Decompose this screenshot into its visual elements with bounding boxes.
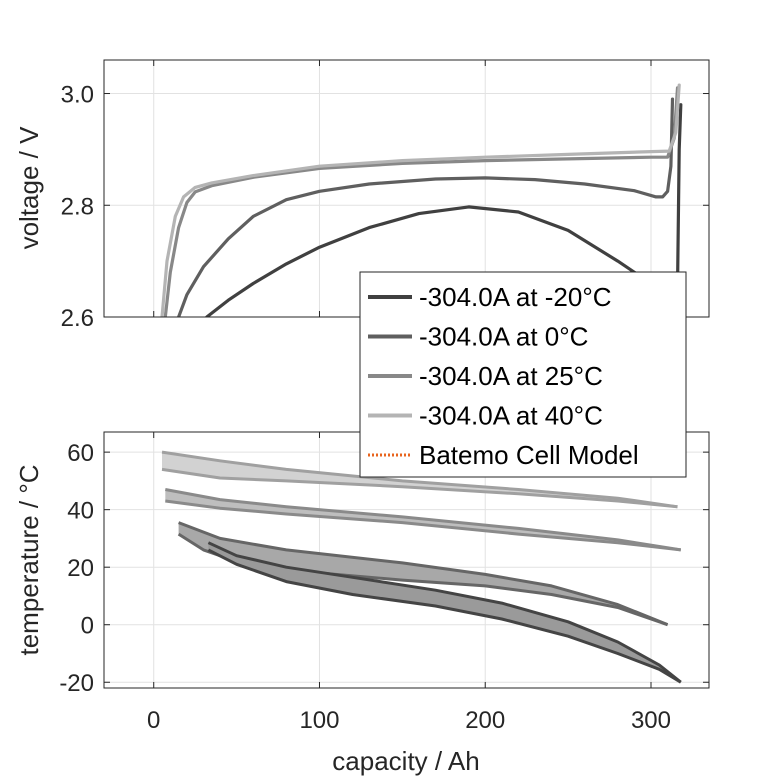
- temperature-upper-line-series-2: [178, 521, 669, 627]
- temperature-xtick-label: 100: [299, 707, 339, 734]
- temperature-lower-line-series-3: [207, 548, 682, 684]
- temperature-ytick-label: 20: [67, 555, 94, 582]
- voltage-line-series-2: [163, 86, 680, 317]
- legend-label-1: -304.0A at 0°C: [419, 322, 588, 352]
- temperature-series-group: [161, 450, 682, 684]
- temperature-xtick-label: 0: [147, 707, 160, 734]
- voltage-ytick-label: 2.6: [61, 305, 94, 332]
- legend-entries: -304.0A at -20°C -304.0A at 0°C -304.0A at…: [368, 282, 639, 470]
- temperature-lower-line-series-0: [161, 467, 678, 509]
- legend-label-0: -304.0A at -20°C: [419, 282, 612, 312]
- temperature-axis-label: temperature / °C: [14, 464, 44, 655]
- voltage-ytick-label: 3.0: [61, 82, 94, 109]
- voltage-axis-label: voltage / V: [14, 126, 44, 250]
- voltage-ytick-label: 2.8: [61, 193, 94, 220]
- voltage-line-series-3: [160, 83, 681, 317]
- legend: -304.0A at -20°C -304.0A at 0°C -304.0A at…: [359, 271, 687, 478]
- legend-label-4: Batemo Cell Model: [419, 440, 639, 470]
- temperature-ytick-label: 40: [67, 498, 94, 525]
- temperature-xtick-label: 200: [465, 707, 505, 734]
- capacity-axis-label: capacity / Ah: [332, 746, 479, 776]
- temperature-ytick-label: 0: [81, 613, 94, 640]
- temperature-lower-line-series-1: [165, 499, 681, 552]
- temperature-upper-line-series-0: [161, 450, 678, 509]
- legend-label-2: -304.0A at 25°C: [419, 361, 603, 391]
- temperature-ytick-label: 60: [67, 440, 94, 467]
- temperature-xtick-label: 300: [631, 707, 671, 734]
- temperature-ytick-label: -20: [59, 670, 94, 697]
- voltage-line-series-1: [177, 97, 675, 317]
- temperature-ticks: 0 100 200 300 -20 0 20 40 60: [59, 432, 709, 734]
- temperature-band-series-2: [178, 522, 668, 625]
- temperature-upper-line-series-3: [207, 541, 682, 684]
- legend-label-3: -304.0A at 40°C: [419, 401, 603, 431]
- temperature-band-series-3: [208, 542, 681, 683]
- temperature-upper-line-series-1: [165, 488, 682, 552]
- legend-box: [359, 271, 687, 478]
